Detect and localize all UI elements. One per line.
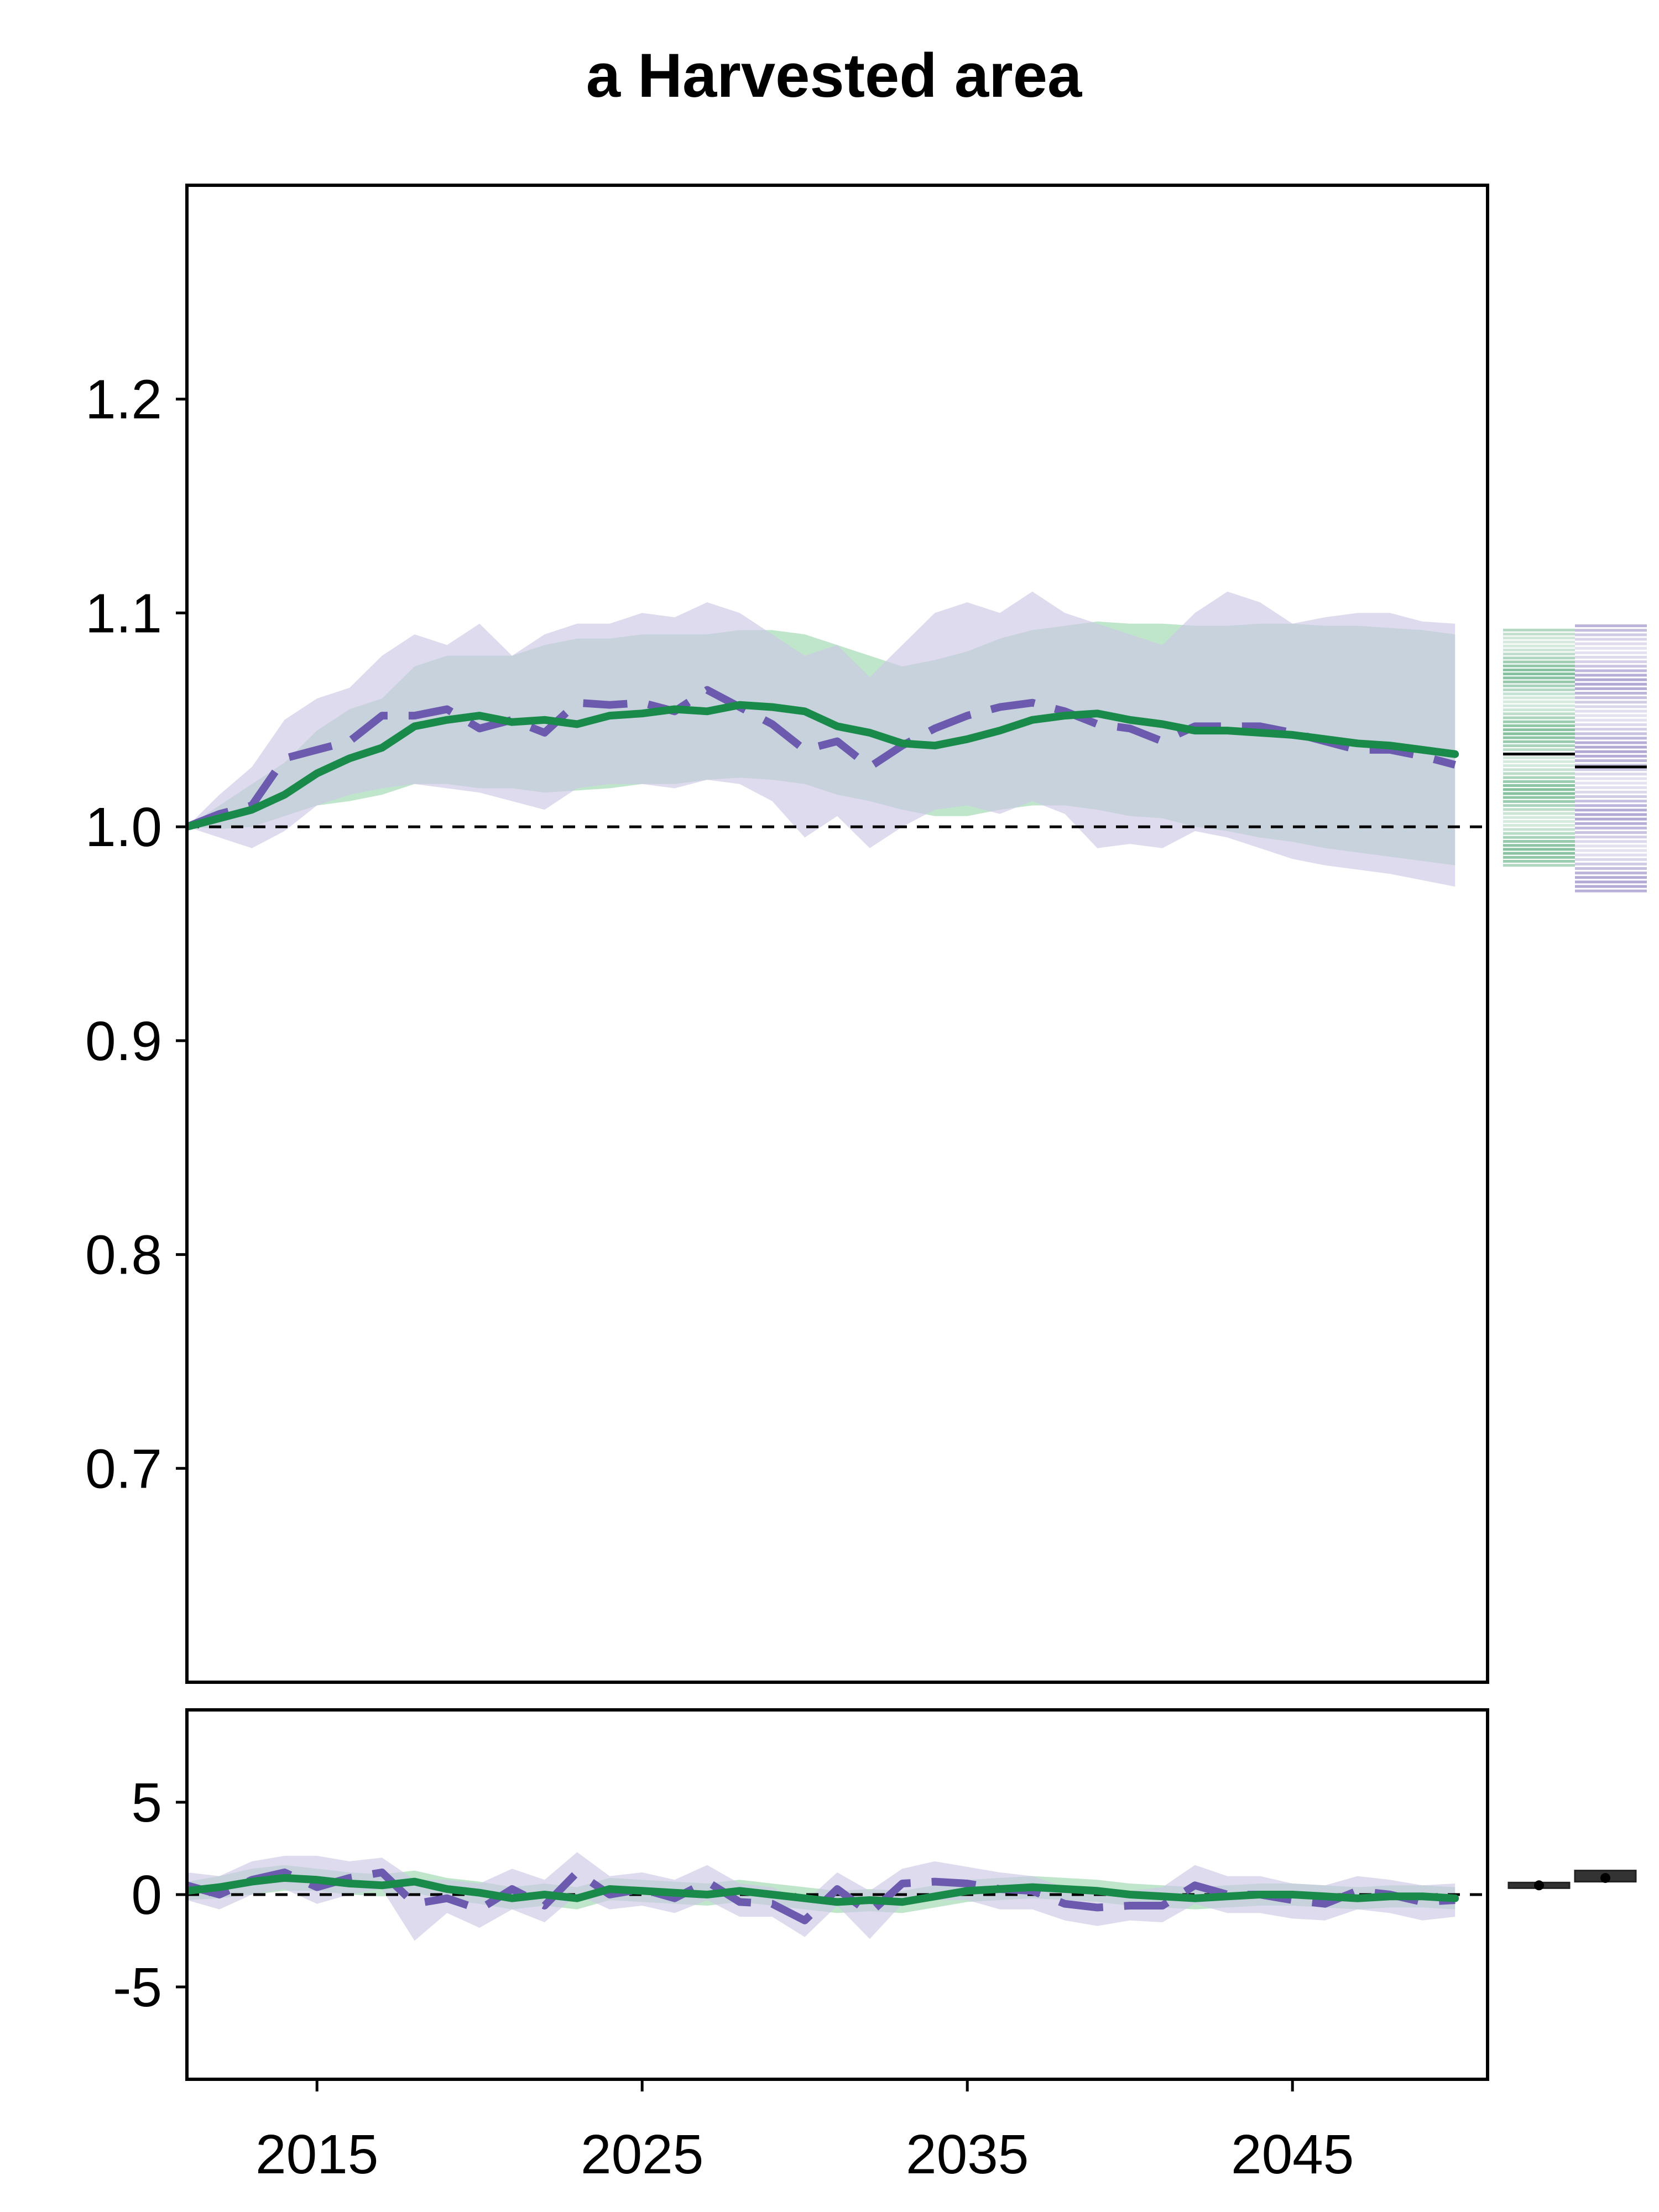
- upper-plot-area: [187, 591, 1488, 887]
- upper-y-tick-label: 0.8: [85, 1224, 162, 1286]
- upper-y-tick-label: 1.0: [85, 796, 162, 858]
- x-tick-label: 2035: [906, 2124, 1029, 2185]
- lower-y-tick-label: -5: [113, 1957, 162, 2018]
- x-tick-label: 2015: [255, 2124, 378, 2185]
- x-tick-label: 2045: [1231, 2124, 1354, 2185]
- upper-frame: [185, 184, 1489, 1684]
- upper-distribution-strip: [1575, 624, 1647, 893]
- upper-y-tick-label: 1.2: [85, 369, 162, 431]
- lower-plot-area: [187, 1852, 1488, 1941]
- lower-panel: -5 0 5: [113, 1708, 1637, 2081]
- lower-box-median: [1600, 1872, 1610, 1883]
- lower-y-tick-label: 5: [131, 1772, 162, 1834]
- upper-y-tick-label: 0.7: [85, 1438, 162, 1500]
- chart-title: a Harvested area: [586, 41, 1082, 110]
- upper-series-green: [187, 701, 1459, 831]
- upper-band-purple: [187, 591, 1455, 887]
- lower-y-tick-label: 0: [131, 1864, 162, 1926]
- lower-series-purple: [187, 1868, 1455, 1924]
- upper-panel: 0.7 0.8 0.9 1.0 1.1 1.2: [85, 184, 1647, 1684]
- lower-series-green: [187, 1874, 1459, 1906]
- upper-distribution-strip: [1503, 628, 1575, 867]
- upper-series-purple: [187, 686, 1456, 831]
- lower-box-median: [1534, 1880, 1544, 1891]
- x-tick-label: 2025: [581, 2124, 703, 2185]
- upper-y-tick-label: 1.1: [85, 582, 162, 644]
- x-axis: 2015 2025 2035 2045: [255, 2079, 1354, 2185]
- upper-y-tick-label: 0.9: [85, 1010, 162, 1072]
